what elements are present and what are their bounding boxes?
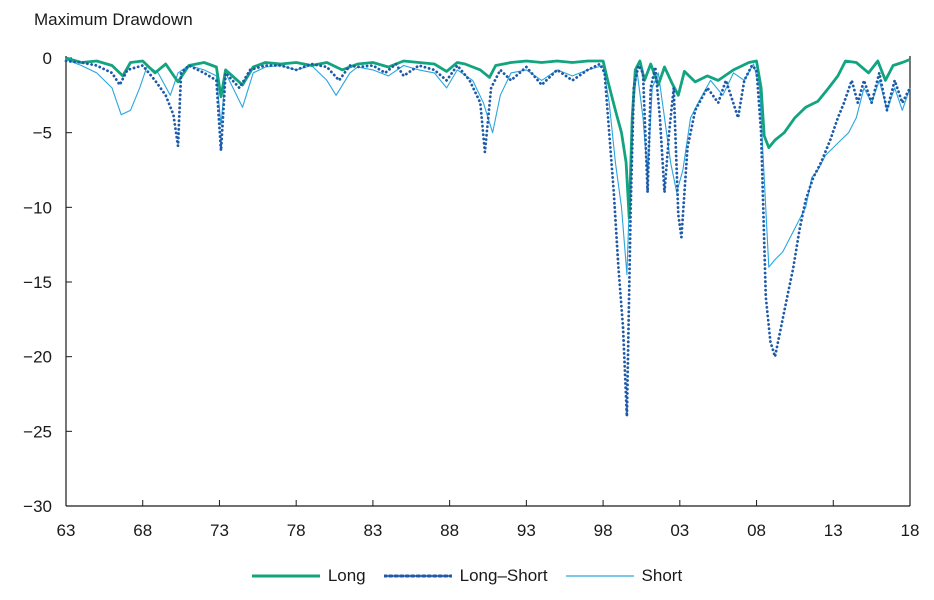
legend: Long Long–Short Short [0,566,934,586]
y-tick-label: −15 [23,273,52,292]
x-tick-label: 88 [440,521,459,540]
legend-item-long-short: Long–Short [383,566,548,586]
x-tick-label: 93 [517,521,536,540]
series-layer [64,56,912,418]
y-tick-label: −10 [23,198,52,217]
legend-swatch-short [565,575,634,577]
y-tick-label: −25 [23,422,52,441]
x-tick-label: 03 [670,521,689,540]
legend-item-short: Short [565,566,683,586]
y-tick-label: −5 [33,124,52,143]
legend-label-long-short: Long–Short [459,566,548,585]
tick-labels: 0 −5 −10 −15 −20 −25 −30 63 68 73 78 83 88 93 98 03 08 13… [23,49,919,540]
y-tick-label: 0 [43,49,52,68]
x-tick-label: 08 [747,521,766,540]
legend-label-short: Short [641,566,683,585]
series-line-short [65,58,911,276]
x-tick-label: 63 [57,521,76,540]
series-line-long-short [64,59,912,418]
x-tick-label: 73 [210,521,229,540]
x-tick-label: 18 [901,521,920,540]
legend-item-long: Long [251,566,366,586]
axes [65,56,911,507]
y-tick-label: −30 [23,497,52,516]
legend-label-long: Long [327,566,366,585]
series-line-long [65,56,911,220]
legend-swatch-long-short [383,574,452,578]
y-tick-label: −20 [23,348,52,367]
legend-swatch-long [251,574,320,578]
x-tick-label: 83 [363,521,382,540]
chart-title: Maximum Drawdown [34,10,193,29]
chart-plot: 0 −5 −10 −15 −20 −25 −30 63 68 73 78 83 88 93 98 03 08 13… [23,49,919,540]
x-tick-label: 13 [824,521,843,540]
x-tick-label: 78 [287,521,306,540]
x-tick-label: 98 [594,521,613,540]
x-tick-label: 68 [133,521,152,540]
